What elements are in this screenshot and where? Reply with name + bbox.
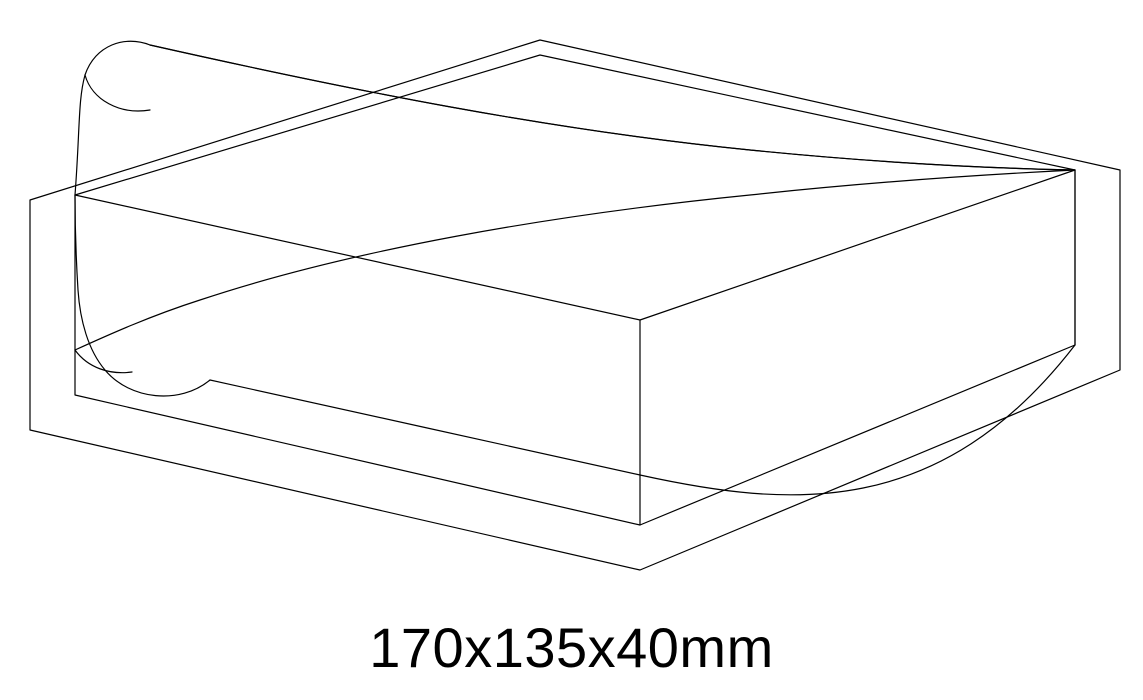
drawing-path (85, 75, 150, 111)
drawing-path (75, 350, 132, 373)
drawing-path (75, 45, 1075, 350)
drawing-path (210, 345, 1075, 495)
drawing-path (75, 41, 150, 195)
drawing-path (150, 45, 1075, 170)
drawing-path (30, 40, 1120, 570)
drawing-path (75, 170, 1075, 320)
diagram-stage: 170x135x40mm (0, 0, 1143, 700)
drawing-path (75, 55, 1075, 525)
drawing-path (75, 195, 210, 396)
dimensions-label: 170x135x40mm (0, 615, 1143, 680)
wedge-ramp-drawing (0, 0, 1143, 700)
drawing-paths (30, 40, 1120, 570)
